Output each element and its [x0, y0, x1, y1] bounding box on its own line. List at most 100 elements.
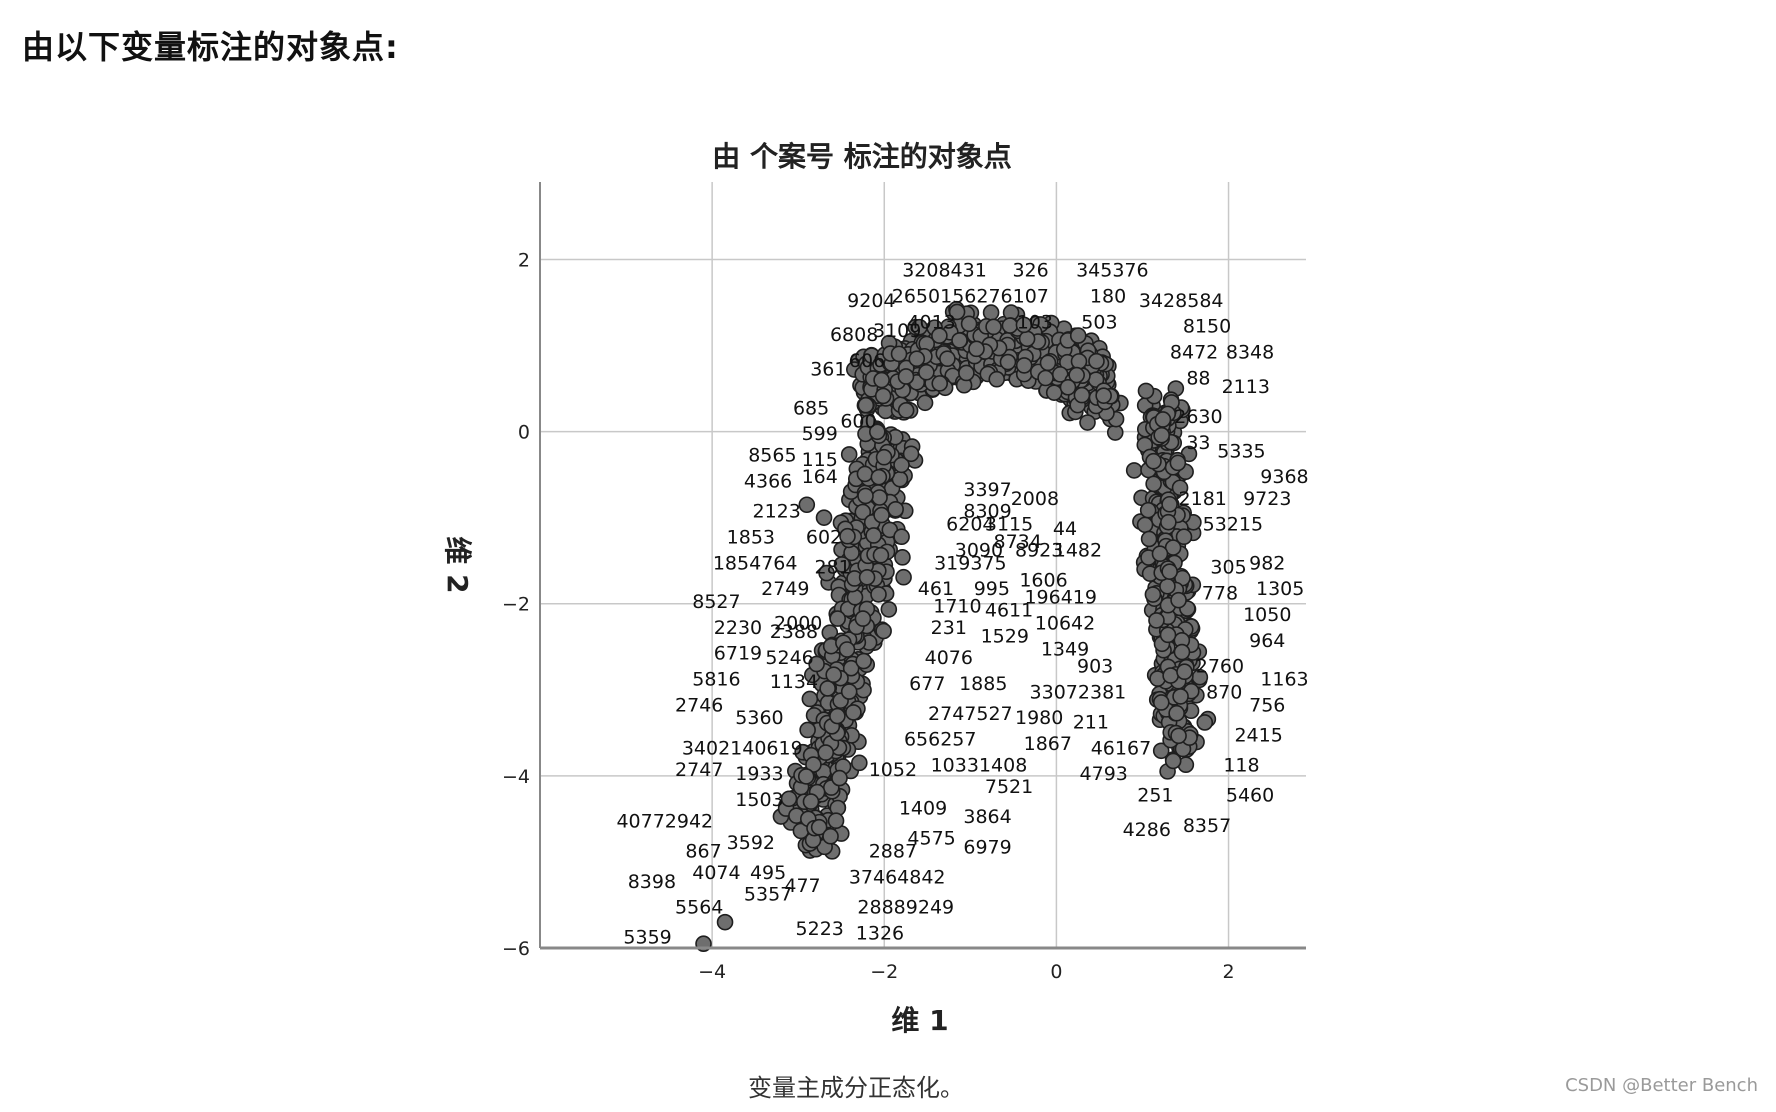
point-label: 903 — [1077, 656, 1113, 678]
data-point — [1152, 694, 1170, 711]
data-point — [829, 707, 846, 725]
point-label: 1482 — [1054, 539, 1102, 561]
point-label: 4286 — [1123, 819, 1171, 841]
point-label: 1529 — [981, 625, 1029, 647]
point-label: 2123 — [753, 501, 801, 523]
data-point — [985, 318, 1002, 336]
data-point — [1068, 366, 1085, 384]
point-label: 3864 — [963, 806, 1011, 828]
point-label: 1349 — [1041, 638, 1089, 660]
data-point — [1153, 426, 1170, 444]
point-label: 5816 — [692, 668, 740, 690]
data-point — [827, 812, 845, 830]
data-point — [839, 527, 856, 545]
point-label: 8734 — [993, 531, 1041, 553]
point-label: 1980 — [1015, 707, 1063, 729]
point-label: 180 — [1090, 285, 1126, 307]
point-label: 28889249 — [857, 897, 954, 919]
point-label: 118 — [1223, 755, 1259, 777]
point-label: 3592 — [727, 832, 775, 854]
point-label: 44 — [1053, 518, 1077, 540]
point-label: 46167 — [1091, 737, 1151, 759]
point-label: 2630 — [1174, 406, 1222, 428]
point-label: 231 — [931, 617, 967, 639]
data-point — [1059, 378, 1077, 396]
data-point — [1069, 327, 1087, 344]
point-label: 8565 — [748, 445, 796, 467]
point-label: 319375 — [934, 552, 1007, 574]
data-point — [1154, 411, 1172, 428]
data-point — [825, 666, 842, 684]
point-label: 2388 — [770, 621, 818, 643]
data-point — [1018, 330, 1036, 348]
point-label: 40772942 — [616, 811, 713, 833]
point-label: 9368 — [1260, 466, 1308, 488]
point-label: 33 — [1186, 432, 1210, 454]
data-point — [1144, 586, 1162, 603]
data-point — [872, 546, 890, 564]
point-label: 211 — [1073, 712, 1109, 734]
point-label: 5223 — [796, 918, 844, 940]
data-point — [1171, 479, 1189, 497]
point-label: 995 — [974, 578, 1010, 600]
data-point — [840, 683, 858, 700]
point-label: 9204 — [847, 290, 895, 312]
point-label: 196419 — [1024, 587, 1097, 609]
data-point — [858, 569, 876, 586]
data-point — [968, 340, 985, 358]
y-tick-label: −2 — [502, 594, 530, 616]
point-label: 964 — [1249, 630, 1285, 652]
point-label: 2000 — [774, 613, 822, 635]
data-point — [1095, 387, 1112, 404]
data-point — [939, 350, 956, 368]
x-tick-label: −2 — [870, 961, 898, 983]
point-label: 3109 — [873, 320, 921, 342]
data-point — [873, 506, 890, 524]
point-label: 5246 — [765, 647, 813, 669]
x-tick-label: 0 — [1050, 961, 1062, 983]
data-point — [895, 568, 912, 586]
point-label: 602 — [806, 526, 842, 548]
point-label: 600 — [840, 410, 876, 432]
data-point — [810, 818, 828, 836]
data-point — [1088, 352, 1105, 370]
y-tick-label: −6 — [502, 938, 530, 960]
data-point — [988, 370, 1006, 388]
data-point — [831, 769, 848, 787]
data-point — [870, 586, 887, 603]
point-label: 7521 — [985, 776, 1033, 798]
point-label: 1933 — [735, 763, 783, 785]
point-label: 2747527 — [928, 703, 1013, 725]
point-label: 2181 — [1179, 488, 1227, 510]
data-point — [818, 564, 835, 582]
data-point — [958, 364, 975, 382]
point-label: 2749 — [761, 578, 809, 600]
data-point — [1148, 612, 1165, 629]
data-point — [1159, 626, 1177, 644]
point-label: 8150 — [1183, 316, 1231, 338]
point-label: 2747 — [675, 759, 723, 781]
data-point — [856, 465, 874, 483]
point-label: 2887 — [869, 841, 917, 863]
data-point — [798, 496, 816, 514]
data-point — [780, 790, 798, 808]
point-label: 10642 — [1035, 613, 1095, 635]
data-point — [1079, 414, 1096, 431]
data-point — [854, 610, 872, 627]
data-point — [894, 549, 911, 566]
point-label: 8527 — [692, 591, 740, 613]
point-label: 1606 — [1019, 570, 1067, 592]
point-label: 606 — [849, 350, 885, 372]
point-label: 599 — [802, 423, 838, 445]
data-point — [1136, 516, 1154, 534]
watermark: CSDN @Better Bench — [1565, 1075, 1758, 1096]
data-point — [1164, 752, 1182, 770]
data-point — [916, 394, 934, 412]
data-point — [1139, 501, 1157, 519]
point-label: 305 — [1210, 557, 1246, 579]
point-label: 778 — [1202, 582, 1238, 604]
point-label: 1710 — [933, 595, 981, 617]
data-point — [1170, 591, 1187, 609]
data-point — [890, 345, 908, 363]
point-label: 1134 — [770, 671, 818, 693]
